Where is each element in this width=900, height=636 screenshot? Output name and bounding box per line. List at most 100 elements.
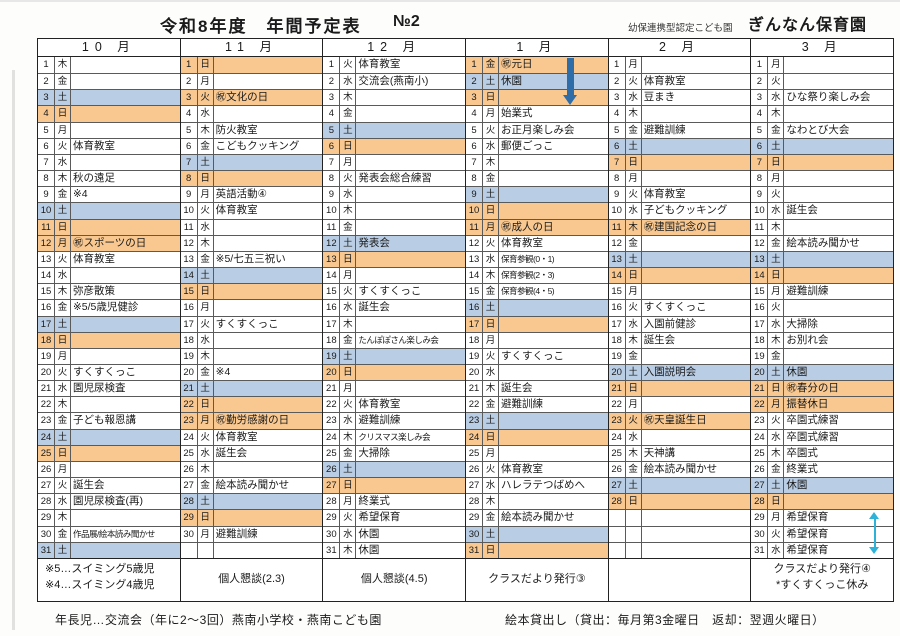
day-number: 5 <box>609 122 626 138</box>
day-event: お別れ会 <box>786 333 829 346</box>
day-weekday: 水 <box>483 478 500 494</box>
day-weekday: 月 <box>483 445 500 461</box>
day-weekday: 木 <box>768 219 785 235</box>
day-event: 体育教室 <box>73 139 115 152</box>
day-event <box>356 106 465 121</box>
day-weekday: 土 <box>768 251 785 268</box>
day-number: 1 <box>181 57 198 74</box>
day-number: 31 <box>751 542 769 558</box>
day-event <box>71 317 180 332</box>
day-number: 29 <box>323 510 341 526</box>
day-number: 20 <box>38 364 55 381</box>
day-number: 26 <box>751 461 769 478</box>
day-weekday: 土 <box>198 154 214 171</box>
day-number: 20 <box>466 364 484 381</box>
day-number: 10 <box>181 203 198 219</box>
day-weekday: 土 <box>198 268 214 284</box>
day-number: 21 <box>181 381 198 397</box>
day-number: 4 <box>181 106 198 122</box>
calendar-day-row: 6 金こどもクッキング <box>180 137 323 154</box>
day-event <box>71 462 180 477</box>
day-number: 16 <box>38 300 55 316</box>
day-number: 13 <box>323 251 341 268</box>
day-weekday: 水 <box>198 106 214 122</box>
day-event: 希望保育 <box>786 511 829 524</box>
day-weekday: 土 <box>483 74 500 90</box>
calendar-day-row: 24 火体育教室 <box>180 428 323 445</box>
organization-type: 幼保連携型認定こども園 <box>628 23 733 34</box>
day-event <box>214 220 323 235</box>
day-weekday: 土 <box>340 461 357 478</box>
calendar-day-row: 16 水誕生会 <box>323 299 466 316</box>
day-event: 卒園式 <box>786 446 818 459</box>
day-number: 3 <box>609 90 626 106</box>
month-header-label: 12 月 <box>323 39 466 57</box>
day-weekday: 木 <box>483 268 500 284</box>
day-event: ※4 <box>73 188 88 201</box>
day-weekday: 木 <box>55 57 71 74</box>
day-weekday: 水 <box>483 138 500 154</box>
day-event <box>214 74 323 89</box>
day-event <box>784 349 893 364</box>
calendar-day-row: 24 水 <box>608 428 751 445</box>
calendar-day-row: 21 日㊗春分の日 <box>751 380 894 397</box>
organization-name: ぎんなん保育園 <box>748 17 868 34</box>
day-weekday: 水 <box>340 187 357 203</box>
day-event <box>642 527 751 542</box>
day-number: 27 <box>323 478 341 494</box>
day-event: 誕生会 <box>73 479 105 492</box>
day-number: 27 <box>181 478 198 494</box>
calendar-day-row: 19 木 <box>180 347 323 364</box>
day-number: 29 <box>181 510 198 526</box>
day-event: 体育教室 <box>501 462 544 475</box>
day-number: 6 <box>38 138 55 154</box>
day-weekday: 水 <box>768 429 785 445</box>
day-weekday: 日 <box>768 381 785 397</box>
day-number: 16 <box>466 300 484 316</box>
day-weekday: 金 <box>483 284 500 300</box>
day-number: 28 <box>323 494 341 510</box>
day-event <box>642 106 751 121</box>
day-event <box>642 430 751 445</box>
calendar-day-row: 13 日 <box>323 250 466 268</box>
calendar-day-row: 19 月 <box>38 347 180 364</box>
day-weekday: 金 <box>483 57 500 74</box>
day-event <box>214 333 323 348</box>
day-event: 希望保育 <box>786 543 829 556</box>
calendar-day-row: 5 金なわとび大会 <box>751 121 894 138</box>
calendar-day-row: 16 火 <box>751 299 894 316</box>
day-event <box>784 155 893 170</box>
day-event: 発表会 <box>358 236 390 249</box>
day-number: 15 <box>323 284 341 300</box>
day-number: 2 <box>466 74 484 90</box>
day-weekday: 月 <box>340 154 357 171</box>
day-event: 絵本読み聞かせ <box>786 236 860 249</box>
day-number: 30 <box>466 526 484 542</box>
day-weekday: 木 <box>340 203 357 219</box>
day-number: 2 <box>38 74 55 90</box>
calendar-day-row: 31 水希望保育 <box>751 541 894 558</box>
day-event <box>71 430 180 445</box>
day-event: 絵本読み聞かせ <box>501 511 575 524</box>
day-event <box>784 220 893 235</box>
day-event <box>71 74 180 89</box>
day-weekday: 金 <box>768 235 785 251</box>
day-weekday: 土 <box>483 413 500 429</box>
day-weekday: 月 <box>340 494 357 510</box>
day-number: 7 <box>38 154 55 171</box>
day-number: 29 <box>751 510 769 526</box>
day-weekday: 土 <box>55 316 71 332</box>
day-weekday: 金 <box>483 397 500 413</box>
day-event <box>499 90 608 105</box>
day-weekday: 日 <box>340 478 357 494</box>
day-weekday: 金 <box>483 510 500 526</box>
day-event: 体育教室 <box>215 430 258 443</box>
day-event <box>71 543 180 558</box>
day-number: 9 <box>466 187 484 203</box>
calendar-day-row: 20 土休園 <box>751 363 894 381</box>
day-weekday: 木 <box>626 106 642 122</box>
day-event: 体育教室 <box>358 398 401 411</box>
day-event: 避難訓練 <box>786 285 829 298</box>
